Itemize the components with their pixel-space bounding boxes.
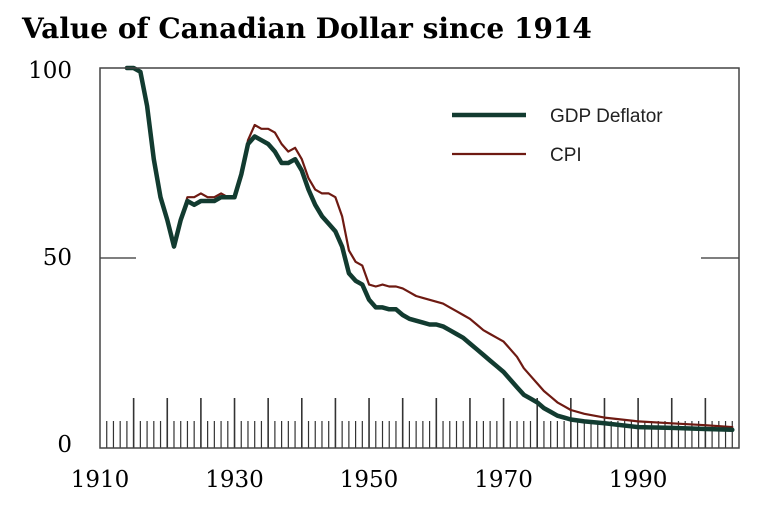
series-layer <box>124 65 735 433</box>
x-tick-label: 1990 <box>609 467 668 493</box>
legend-label-gdp-deflator: GDP Deflator <box>550 106 663 127</box>
x-axis-ticks <box>106 398 733 448</box>
x-tick-label: 1910 <box>71 467 130 493</box>
x-tick-label: 1930 <box>205 467 264 493</box>
tick-labels: 1910 1930 1950 1970 1990 0 50 100 <box>28 58 667 493</box>
legend-label-cpi: CPI <box>550 145 582 166</box>
chart-title: Value of Canadian Dollar since 1914 <box>22 12 592 45</box>
y-tick-label: 100 <box>28 58 72 84</box>
series-line-gdp-deflator <box>124 65 735 433</box>
y-tick-label: 50 <box>43 245 72 271</box>
x-tick-label: 1950 <box>340 467 399 493</box>
legend: GDP Deflator CPI <box>452 106 663 166</box>
plot-frame <box>99 67 740 449</box>
x-tick-label: 1970 <box>474 467 533 493</box>
series-line-cpi <box>125 66 734 429</box>
y-tick-label: 0 <box>57 432 72 458</box>
